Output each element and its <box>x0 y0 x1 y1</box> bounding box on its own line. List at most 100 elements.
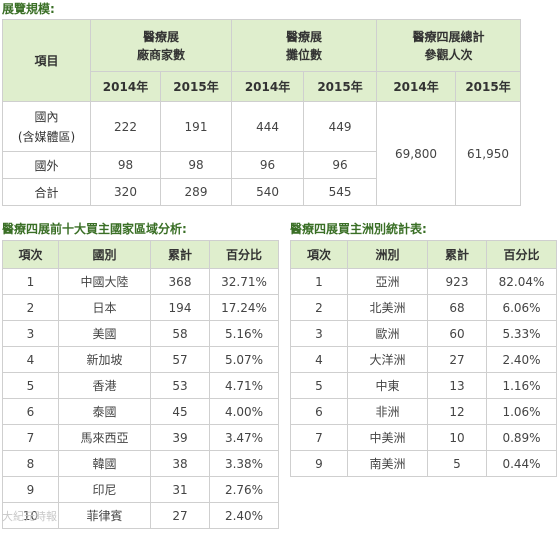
booth-header-line1: 醫療展 <box>286 29 323 44</box>
watermark: 大紀元時報 <box>2 510 57 523</box>
countries-body: 1 中國大陸 368 32.71% 2 日本 194 17.24% 3 美國 58 5.16% 4 新加坡… <box>2 268 279 529</box>
visitor-header-line1: 醫療四展總計 <box>412 29 485 44</box>
table-cell: 39 <box>150 424 210 451</box>
table-row: 3 美國 58 5.16% <box>2 320 279 347</box>
table-cell: 2 <box>2 294 59 321</box>
table-cell: 歐洲 <box>347 320 428 347</box>
year-header: 2014年 <box>231 71 305 102</box>
table-cell: 98 <box>159 151 233 179</box>
column-header: 累計 <box>150 240 210 269</box>
table-cell: 2.40% <box>209 502 279 529</box>
vendor-header-line1: 醫療展 <box>143 29 180 44</box>
scale-title: 展覽規模: <box>2 2 55 16</box>
table-cell: 96 <box>231 151 305 179</box>
table-row: 8 韓國 38 3.38% <box>2 450 279 477</box>
table-cell: 0.89% <box>486 424 557 451</box>
table-cell: 5.07% <box>209 346 279 373</box>
year-header: 2015年 <box>303 71 378 102</box>
table-row: 7 中美洲 10 0.89% <box>290 424 557 451</box>
table-row: 1 中國大陸 368 32.71% <box>2 268 279 295</box>
table-cell: 7 <box>2 424 59 451</box>
table-cell: 10 <box>427 424 487 451</box>
table-cell: 4 <box>290 346 348 373</box>
table-cell: 1.16% <box>486 372 557 399</box>
table-cell: 1.06% <box>486 398 557 425</box>
table-cell: 45 <box>150 398 210 425</box>
year-header: 2014年 <box>376 71 457 102</box>
column-header: 國別 <box>58 240 151 269</box>
table-row: 6 泰國 45 4.00% <box>2 398 279 425</box>
table-cell: 韓國 <box>58 450 151 477</box>
table-row: 2 日本 194 17.24% <box>2 294 279 321</box>
table-cell: 印尼 <box>58 476 151 503</box>
row-label-line2: (含媒體區) <box>17 129 76 144</box>
year-header: 2015年 <box>159 71 233 102</box>
table-cell: 27 <box>150 502 210 529</box>
table-row: 5 香港 53 4.71% <box>2 372 279 399</box>
table-cell: 中美洲 <box>347 424 428 451</box>
table-cell: 6 <box>290 398 348 425</box>
table-cell: 馬來西亞 <box>58 424 151 451</box>
table-cell: 5.33% <box>486 320 557 347</box>
table-row: 9 印尼 31 2.76% <box>2 476 279 503</box>
row-label: 國外 <box>2 151 91 179</box>
column-header: 項次 <box>290 240 348 269</box>
table-cell: 3.38% <box>209 450 279 477</box>
table-cell: 222 <box>90 101 161 152</box>
visitor-header-line2: 參觀人次 <box>424 47 473 62</box>
table-cell: 320 <box>90 178 161 206</box>
table-cell: 1 <box>290 268 348 295</box>
table-cell: 非洲 <box>347 398 428 425</box>
table-cell: 444 <box>231 101 305 152</box>
table-cell: 12 <box>427 398 487 425</box>
table-cell: 540 <box>231 178 305 206</box>
scale-table: 項目 醫療展 廠商家數 醫療展 攤位數 醫療四展總計 參觀人次 2014年 20… <box>2 19 522 206</box>
column-header: 洲別 <box>347 240 428 269</box>
visitor-count-header: 醫療四展總計 參觀人次 <box>376 19 522 72</box>
table-cell: 923 <box>427 268 487 295</box>
table-cell: 8 <box>2 450 59 477</box>
table-cell: 31 <box>150 476 210 503</box>
table-cell: 南美洲 <box>347 450 428 477</box>
vendor-header-line2: 廠商家數 <box>137 47 186 62</box>
table-cell: 亞洲 <box>347 268 428 295</box>
table-row: 2 北美洲 68 6.06% <box>290 294 557 321</box>
table-row: 國外 98 98 96 96 <box>2 151 521 179</box>
table-cell: 368 <box>150 268 210 295</box>
table-cell: 中國大陸 <box>58 268 151 295</box>
table-row: 3 歐洲 60 5.33% <box>290 320 557 347</box>
table-cell: 6 <box>2 398 59 425</box>
table-cell: 9 <box>2 476 59 503</box>
table-cell: 27 <box>427 346 487 373</box>
table-cell: 2.76% <box>209 476 279 503</box>
table-cell: 191 <box>159 101 233 152</box>
table-row: 合計 320 289 540 545 <box>2 178 521 206</box>
table-row: 10 菲律賓 27 2.40% <box>2 502 279 529</box>
table-cell: 32.71% <box>209 268 279 295</box>
visitors-2015: 61,950 <box>455 101 522 206</box>
year-header: 2014年 <box>90 71 161 102</box>
table-cell: 4.00% <box>209 398 279 425</box>
table-cell: 3.47% <box>209 424 279 451</box>
table-row: 7 馬來西亞 39 3.47% <box>2 424 279 451</box>
table-cell: 3 <box>290 320 348 347</box>
row-label: 國內 (含媒體區) <box>2 101 91 152</box>
table-cell: 68 <box>427 294 487 321</box>
table-cell: 香港 <box>58 372 151 399</box>
table-cell: 中東 <box>347 372 428 399</box>
table-row: 9 南美洲 5 0.44% <box>290 450 557 477</box>
table-cell: 美國 <box>58 320 151 347</box>
table-row: 4 大洋洲 27 2.40% <box>290 346 557 373</box>
table-cell: 82.04% <box>486 268 557 295</box>
table-cell: 13 <box>427 372 487 399</box>
table-row: 5 中東 13 1.16% <box>290 372 557 399</box>
table-cell: 5 <box>290 372 348 399</box>
row-label-line1: 國內 <box>34 109 59 124</box>
countries-table: 項次 國別 累計 百分比 1 中國大陸 368 32.71% 2 日本 194 17.24% 3… <box>2 240 279 529</box>
column-header: 項次 <box>2 240 59 269</box>
table-row: 4 新加坡 57 5.07% <box>2 346 279 373</box>
table-row: 1 亞洲 923 82.04% <box>290 268 557 295</box>
table-cell: 3 <box>2 320 59 347</box>
table-cell: 菲律賓 <box>58 502 151 529</box>
table-cell: 新加坡 <box>58 346 151 373</box>
